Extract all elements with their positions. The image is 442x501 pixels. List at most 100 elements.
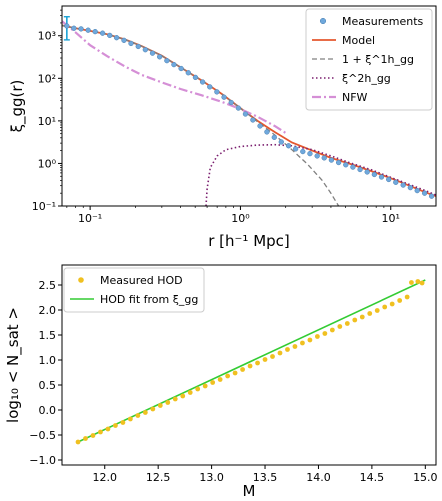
hod-point-46 [415,279,421,284]
correlation-line-3 [205,143,436,206]
hod-point-29 [292,344,298,349]
hod-y-tick-label-7: 2.5 [39,279,57,292]
hod-point-27 [277,350,283,356]
correlation-point-26 [250,117,256,123]
hod-point-17 [202,383,208,389]
hod-point-14 [180,393,186,399]
hod-legend-label-0: Measured HOD [100,274,183,287]
hod-point-38 [359,314,365,320]
correlation-legend-label-0: Measurements [342,15,424,28]
hod-point-21 [232,370,238,376]
correlation-y-tick-label-4: 10³ [38,30,56,43]
correlation-point-15 [171,61,177,68]
hod-point-44 [404,294,410,300]
correlation-point-0 [64,23,70,29]
correlation-point-27 [257,123,263,129]
correlation-legend-box [305,8,433,111]
correlation-point-33 [300,148,306,155]
correlation-point-18 [192,74,199,81]
hod-point-32 [314,334,320,339]
hod-x-tick-label-5: 14.5 [360,471,385,484]
correlation-point-28 [264,129,270,135]
hod-x-ticks: 12.0 12.5 13.0 13.5 14.0 14.5 15.0 [92,465,438,484]
correlation-plot-area [62,16,436,206]
hod-y-tick-label-2: 0.0 [39,404,57,417]
hod-point-11 [157,403,163,408]
hod-point-47 [419,280,425,286]
hod-x-tick-label-1: 12.5 [146,471,171,484]
hod-x-tick-label-6: 15.0 [413,471,438,484]
correlation-legend-label-3: ξ^2h_gg [342,72,391,85]
hod-y-tick-label-3: 0.5 [39,379,57,392]
correlation-y-ticks: 10⁻¹ 10⁰ 10¹ 10² 10³ [32,9,62,213]
hod-point-35 [337,324,343,329]
hod-point-0 [75,439,81,445]
correlation-point-51 [428,193,435,199]
hod-point-34 [329,327,335,333]
correlation-legend: Measurements Model 1 + ξ^1h_gg ξ^2h_gg NFW [305,8,433,111]
hod-legend-marker-0 [78,277,84,283]
correlation-legend-marker-0 [319,17,327,25]
hod-panel: 12.0 12.5 13.0 13.5 14.0 14.5 15.0 −1.0 −0.5 0.0… [4,264,438,500]
hod-point-7 [127,416,133,422]
hod-point-3 [98,429,103,435]
correlation-point-46 [393,179,399,185]
correlation-point-23 [228,99,234,106]
correlation-point-49 [414,187,420,194]
correlation-line-4 [62,20,287,134]
correlation-point-44 [378,174,385,180]
hod-y-tick-label-1: −0.5 [29,429,56,442]
hod-legend: Measured HOD HOD fit from ξ_gg [63,267,205,313]
hod-point-25 [262,357,268,362]
hod-point-41 [382,304,388,310]
correlation-point-38 [335,159,342,166]
correlation-point-11 [142,47,148,53]
correlation-point-48 [407,184,413,191]
correlation-x-tick-label-1: 10⁰ [231,212,250,225]
correlation-point-41 [357,166,363,173]
hod-x-tick-label-0: 12.0 [92,471,117,484]
correlation-legend-label-4: NFW [342,91,368,104]
correlation-point-42 [364,169,370,175]
correlation-point-36 [321,155,327,161]
correlation-point-35 [314,153,320,159]
correlation-point-12 [149,50,156,56]
hod-point-5 [113,423,118,428]
hod-point-8 [135,413,141,418]
correlation-legend-label-1: Model [342,34,375,47]
hod-y-tick-label-4: 1.0 [39,354,57,367]
hod-point-19 [217,377,223,382]
hod-series-group [75,279,426,445]
hod-point-30 [300,340,305,346]
correlation-point-8 [121,37,127,43]
correlation-y-tick-label-3: 10² [38,72,56,85]
hod-point-18 [210,380,216,385]
hod-point-22 [240,367,245,372]
correlation-x-ticks: 10⁻¹ 10⁰ 10¹ [66,206,400,225]
hod-point-20 [225,373,231,379]
correlation-y-tick-label-1: 10⁰ [38,157,57,170]
hod-point-33 [322,331,328,336]
correlation-x-tick-label-0: 10⁻¹ [78,212,102,225]
hod-point-1 [83,436,88,441]
correlation-point-29 [271,134,277,141]
hod-legend-box [63,267,205,313]
correlation-point-32 [293,146,299,152]
hod-point-2 [90,433,96,438]
correlation-point-5 [99,30,106,36]
hod-x-axis-title: M [243,482,256,500]
hod-point-28 [285,347,290,352]
correlation-point-30 [278,139,284,145]
correlation-point-19 [199,79,206,85]
correlation-series-group [62,16,436,206]
correlation-point-25 [242,111,249,117]
hod-x-tick-label-3: 13.5 [253,471,278,484]
hod-point-45 [409,280,414,285]
correlation-y-tick-label-0: 10⁻¹ [32,200,56,213]
correlation-point-1 [71,25,77,31]
correlation-point-24 [235,105,242,111]
correlation-point-2 [78,26,84,32]
correlation-point-6 [107,32,113,39]
correlation-point-34 [307,150,313,157]
